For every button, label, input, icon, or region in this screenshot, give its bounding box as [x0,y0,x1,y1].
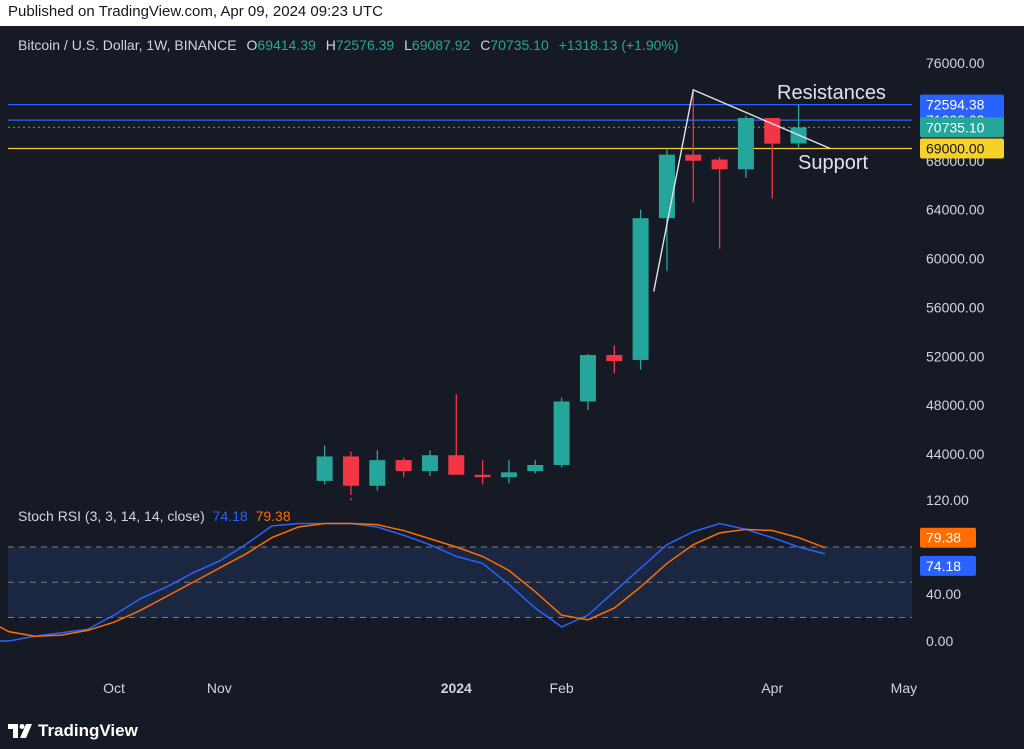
high-value: 72576.39 [335,37,395,53]
candle-body-3 [395,460,412,472]
candle-17 [764,117,781,199]
price-tick: 64000.00 [926,202,985,218]
x-tick: Oct [103,680,125,696]
low-value: 69087.92 [411,37,471,53]
candle-body-11 [606,355,623,362]
rsi-tick: 120.00 [926,492,969,508]
x-tick: Nov [207,680,232,696]
candle-15 [711,157,728,249]
change-value: +1318.13 (+1.90%) [558,37,679,53]
last-price-badge-label: 70735.10 [926,119,985,135]
stoch-rsi-title: Stoch RSI (3, 3, 14, 14, close) [18,508,205,524]
open-label: O [246,37,258,53]
stoch-rsi-k-line [0,522,826,642]
candle-5 [448,394,465,475]
footer-bar: TradingView [0,712,1024,749]
price-tick: 56000.00 [926,299,985,315]
candle-body-12 [632,218,649,360]
published-text: Published on TradingView.com, Apr 09, 20… [8,3,383,20]
candle-body-10 [579,355,596,402]
stoch-rsi-d-line [0,522,826,638]
candle-6 [474,460,491,485]
publish-header: Published on TradingView.com, Apr 09, 20… [0,0,1024,26]
candle-body-0 [316,456,333,481]
candle-0 [316,445,333,485]
x-tick: Feb [550,680,574,696]
candle-body-4 [421,455,438,472]
candle-body-5 [448,455,465,475]
candle-1 [342,451,359,501]
price-tick: 48000.00 [926,397,985,413]
candle-body-16 [737,117,754,170]
stoch-rsi-d-badge [920,527,976,548]
candle-11 [606,345,623,374]
rsi-tick: 40.00 [926,586,961,602]
low-label: L [404,37,412,53]
candle-9 [553,397,570,468]
resistance-1-badge [920,94,1004,115]
x-tick: Apr [761,680,783,696]
candle-3 [395,457,412,478]
x-tick: May [891,680,917,696]
candle-8 [527,460,544,474]
candle-body-13 [658,154,675,219]
support-annotation: Support [798,152,869,174]
candle-body-17 [764,117,781,144]
stoch-rsi-k-badge [920,555,976,576]
candle-4 [421,450,438,476]
stoch-rsi-legend: Stoch RSI (3, 3, 14, 14, close) 74.18 79… [18,508,291,524]
candle-14 [685,89,702,203]
pane-gap [0,495,1024,498]
tradingview-logo-icon [8,723,32,738]
price-tick: 44000.00 [926,446,985,462]
candle-7 [500,460,517,484]
candle-body-1 [342,456,359,486]
price-tick: 52000.00 [926,348,985,364]
close-value: 70735.10 [490,37,549,53]
open-value: 69414.39 [257,37,316,53]
rsi-tick: 0.00 [926,633,953,649]
price-tick: 76000.00 [926,55,985,71]
candle-16 [737,115,754,178]
stoch-rsi-d-value: 79.38 [255,508,291,524]
candle-body-14 [685,154,702,161]
tradingview-brand: TradingView [38,720,138,740]
candle-body-15 [711,159,728,170]
support-badge [920,138,1004,159]
resistances-annotation: Resistances [777,82,886,104]
triangle-pattern [653,88,831,292]
candle-body-7 [500,472,517,478]
resistance-1-badge-label: 72594.38 [926,97,985,113]
candle-body-2 [369,460,386,486]
x-tick: 2024 [441,680,472,696]
symbol-title: Bitcoin / U.S. Dollar, 1W, BINANCE [18,37,237,53]
stoch-rsi-d-badge-label: 79.38 [926,530,961,546]
price-tick: 60000.00 [926,251,985,267]
high-label: H [325,37,336,53]
close-label: C [480,37,491,53]
candle-10 [579,353,596,411]
candle-body-9 [553,401,570,465]
stoch-rsi-k-badge-label: 74.18 [926,558,961,574]
support-badge-label: 69000.00 [926,141,985,157]
candle-2 [369,450,386,491]
candle-body-8 [527,464,544,472]
candle-body-6 [474,474,491,478]
stoch-rsi-k-value: 74.18 [212,508,248,524]
last-price-badge [920,117,1004,138]
candle-12 [632,209,649,370]
symbol-legend: Bitcoin / U.S. Dollar, 1W, BINANCE O6941… [18,37,679,53]
